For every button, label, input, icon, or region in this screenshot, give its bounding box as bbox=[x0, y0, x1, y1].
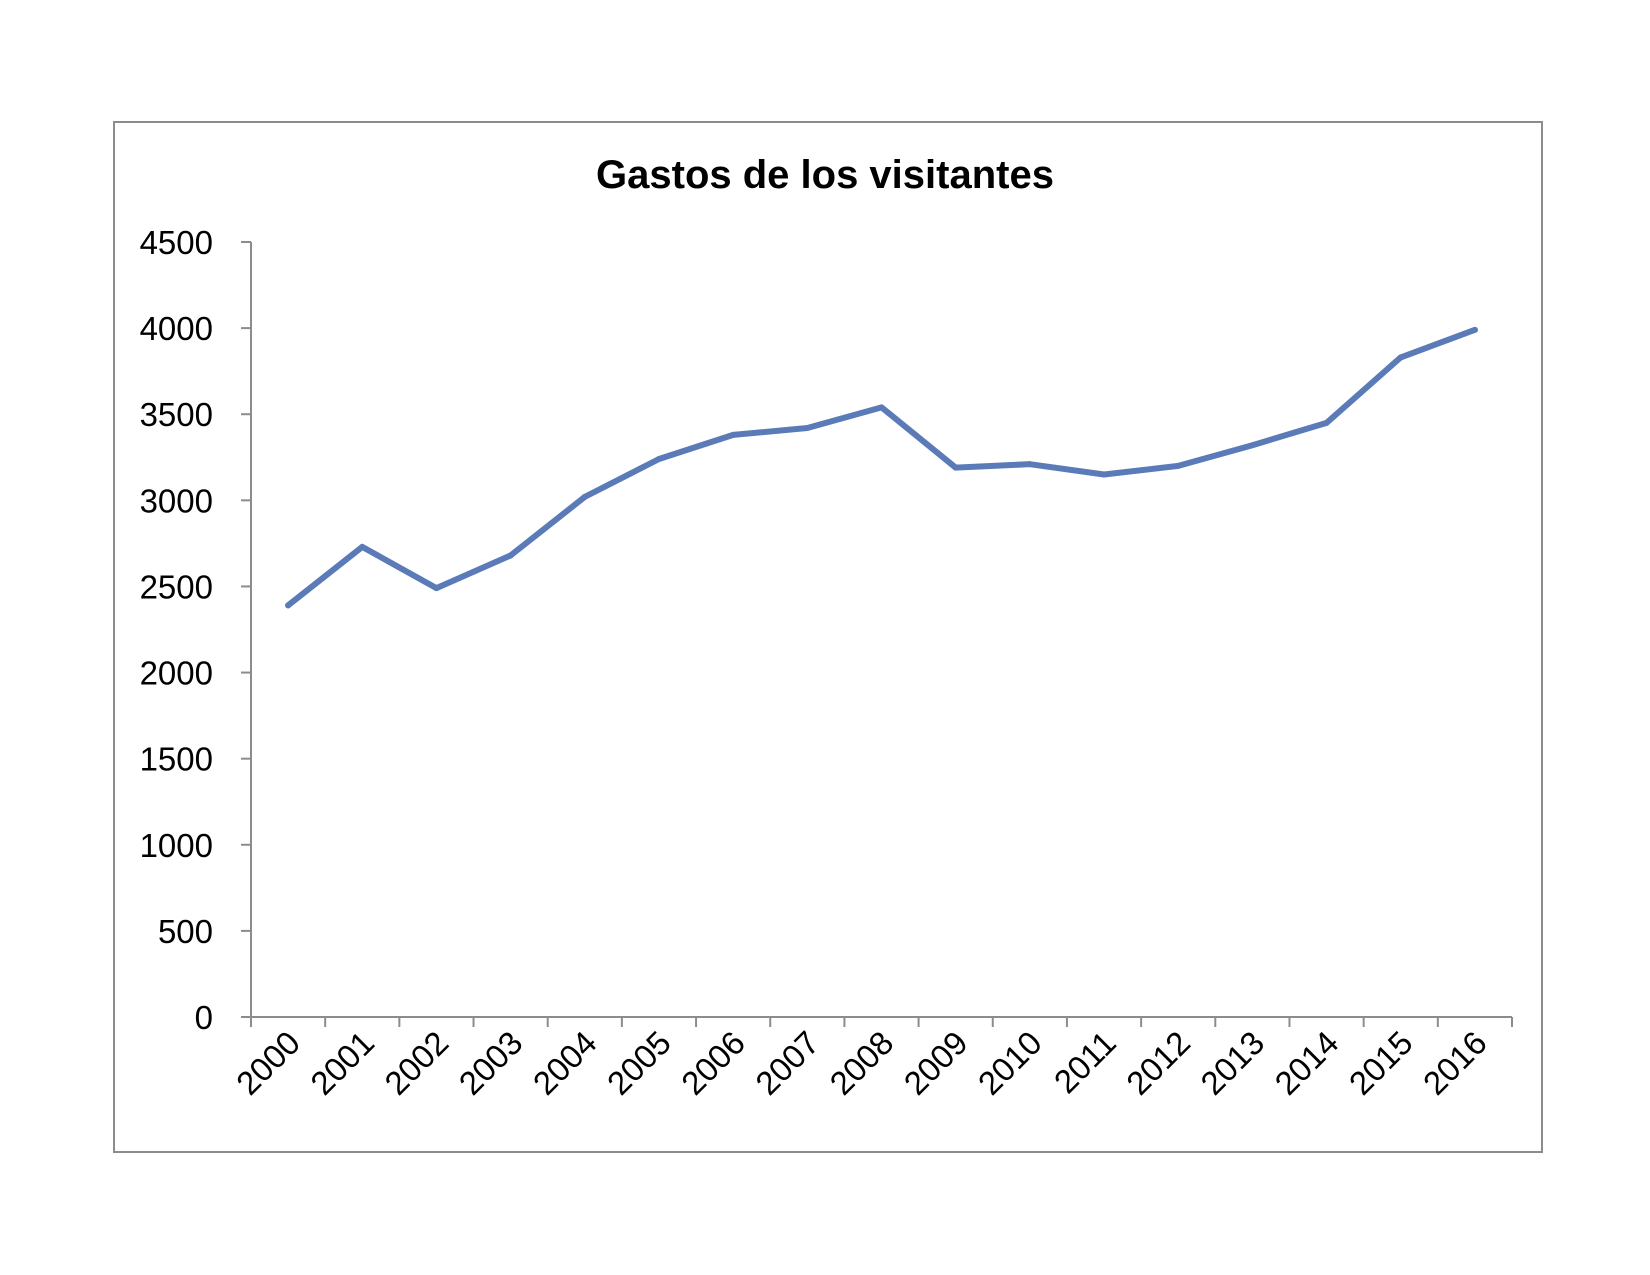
data-point bbox=[507, 552, 514, 559]
x-tick-label: 2015 bbox=[1342, 1024, 1420, 1102]
x-tick-label: 2009 bbox=[897, 1024, 975, 1102]
data-point bbox=[1026, 461, 1033, 468]
y-tick-label: 0 bbox=[195, 999, 213, 1036]
x-tick-label: 2000 bbox=[229, 1024, 307, 1102]
data-point bbox=[1249, 442, 1256, 449]
x-tick-label: 2014 bbox=[1267, 1024, 1345, 1102]
data-point bbox=[581, 493, 588, 500]
y-tick-label: 4500 bbox=[140, 224, 213, 261]
x-tick-label: 2003 bbox=[451, 1024, 529, 1102]
x-tick-label: 2012 bbox=[1119, 1024, 1197, 1102]
y-axis-ticks: 0 500 1000 1500 2000 2500 3000 3500 4000 4500 bbox=[140, 224, 251, 1036]
y-tick-label: 1500 bbox=[140, 741, 213, 778]
series-layer bbox=[285, 326, 1478, 609]
y-tick-label: 3000 bbox=[140, 482, 213, 519]
data-point bbox=[730, 431, 737, 438]
x-tick-label: 2016 bbox=[1416, 1024, 1494, 1102]
x-tick-label: 2004 bbox=[526, 1024, 604, 1102]
x-tick-label: 2001 bbox=[303, 1024, 381, 1102]
data-point bbox=[285, 602, 292, 609]
x-axis-ticks: 2000200120022003200420052006200720082009… bbox=[229, 1017, 1513, 1102]
x-tick-label: 2010 bbox=[971, 1024, 1049, 1102]
data-point bbox=[1323, 419, 1330, 426]
x-tick-label: 2005 bbox=[600, 1024, 678, 1102]
axes bbox=[250, 242, 1512, 1018]
data-point bbox=[1175, 462, 1182, 469]
y-tick-label: 2500 bbox=[140, 568, 213, 605]
chart-frame bbox=[113, 121, 1543, 1153]
data-point bbox=[359, 543, 366, 550]
y-tick-label: 4000 bbox=[140, 310, 213, 347]
y-tick-label: 3500 bbox=[140, 396, 213, 433]
chart-title: Gastos de los visitantes bbox=[596, 153, 1054, 197]
x-tick-label: 2006 bbox=[674, 1024, 752, 1102]
data-point bbox=[1397, 354, 1404, 361]
data-point bbox=[1101, 471, 1108, 478]
x-tick-label: 2011 bbox=[1047, 1024, 1123, 1100]
data-point bbox=[804, 425, 811, 431]
x-tick-label: 2013 bbox=[1193, 1024, 1271, 1102]
y-tick-label: 500 bbox=[158, 913, 213, 950]
data-point bbox=[1471, 326, 1478, 333]
x-tick-label: 2008 bbox=[822, 1024, 900, 1102]
data-point bbox=[655, 456, 662, 462]
y-tick-label: 1000 bbox=[140, 827, 213, 864]
x-tick-label: 2007 bbox=[748, 1024, 826, 1102]
series-line bbox=[285, 326, 1478, 609]
data-point bbox=[952, 464, 959, 471]
data-point bbox=[878, 404, 885, 411]
x-tick-label: 2002 bbox=[377, 1024, 455, 1102]
data-point bbox=[433, 585, 440, 592]
y-tick-label: 2000 bbox=[140, 655, 213, 692]
